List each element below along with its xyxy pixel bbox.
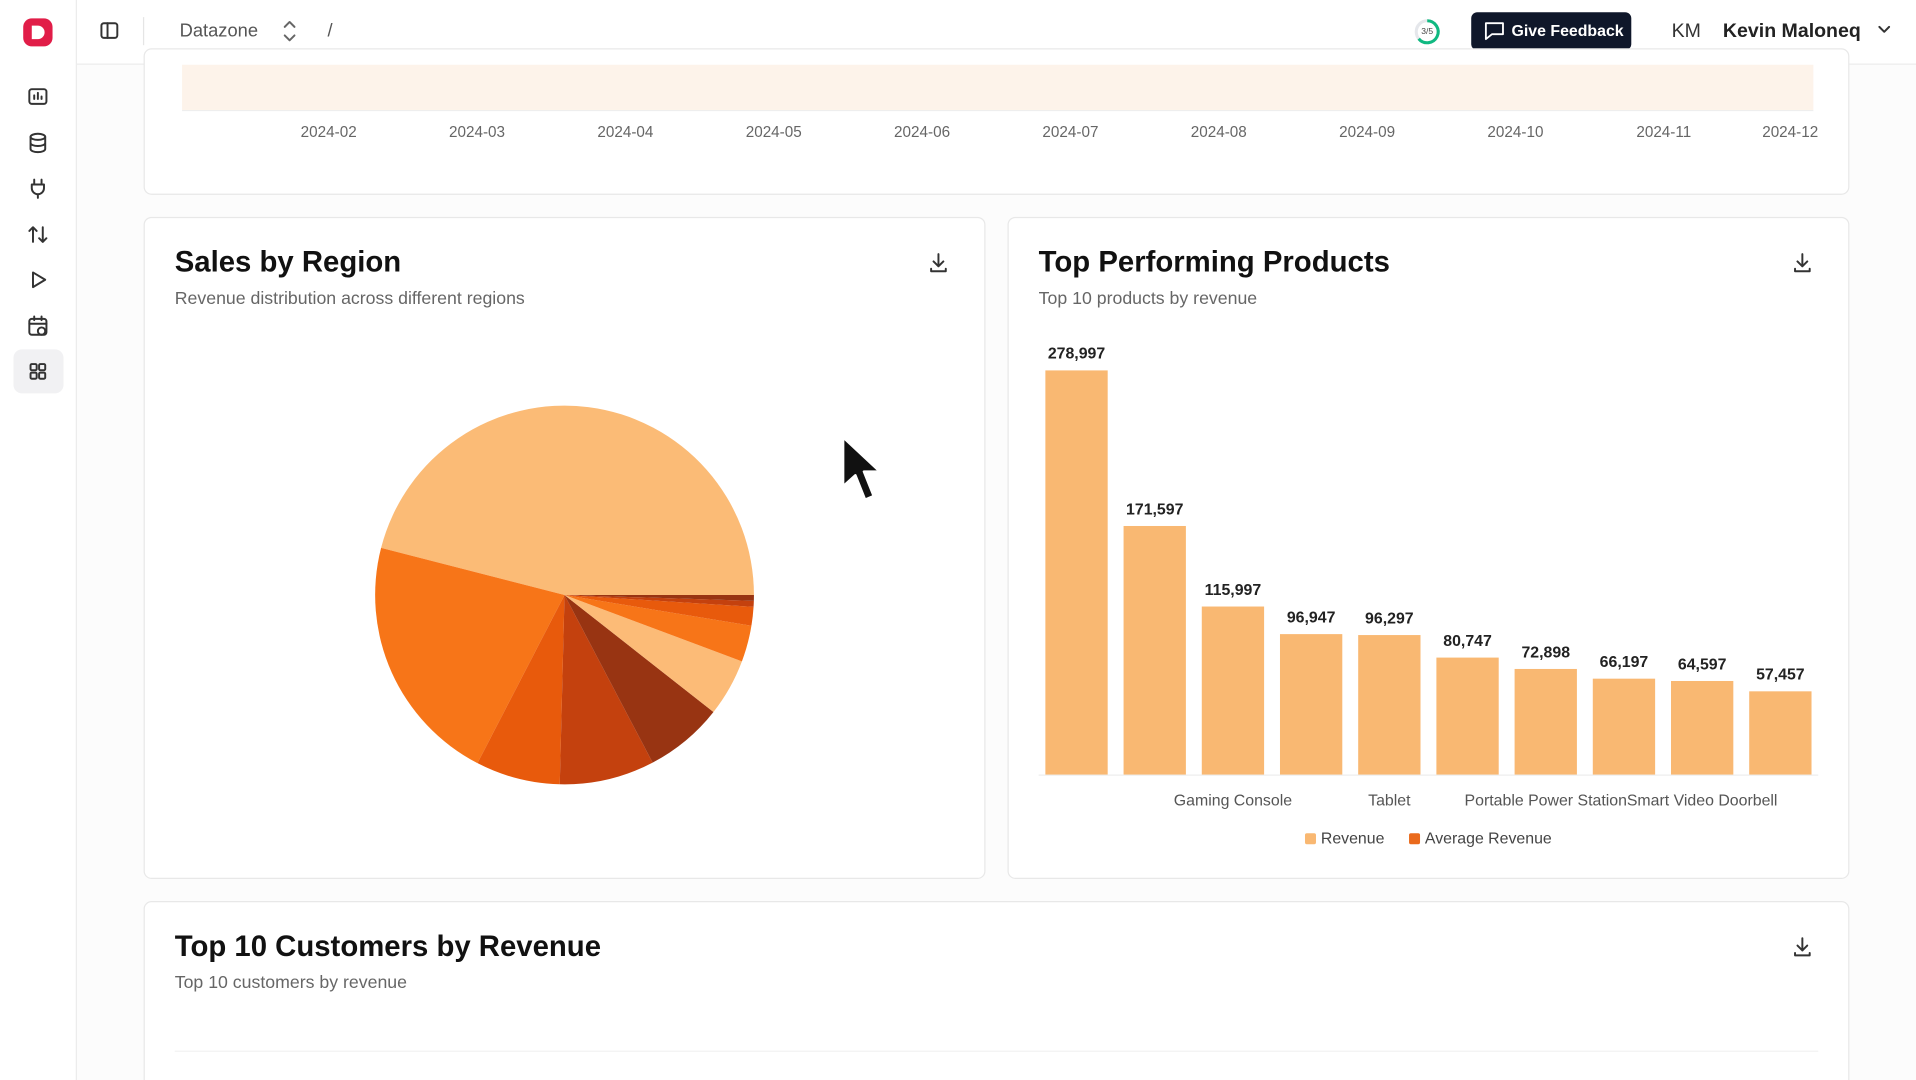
pie-slice (564, 594, 754, 601)
sidebar (0, 0, 76, 1080)
download-button[interactable] (1794, 937, 1811, 957)
pie-slice (564, 594, 752, 662)
nav-run[interactable] (32, 271, 47, 289)
pie-slice (559, 594, 653, 785)
progress-ring (1417, 19, 1440, 45)
x-tick-label: 2024-10 (1487, 124, 1543, 141)
logo-mark (31, 25, 45, 40)
bar (1358, 635, 1421, 775)
pie-slice (477, 594, 565, 785)
user-initials[interactable]: KM (1672, 20, 1701, 42)
bar (1123, 525, 1186, 775)
x-tick-label: 2024-06 (894, 124, 950, 141)
data-label: 57,457 (1756, 667, 1805, 684)
workspace-name[interactable]: Datazone (180, 20, 258, 41)
customers-card (143, 901, 1850, 1080)
card-title: Top Performing Products (1039, 246, 1390, 279)
card-subtitle: Top 10 products by revenue (1039, 288, 1258, 308)
nav-connections[interactable] (30, 178, 45, 199)
x-tick-label: Portable Power Station (1465, 793, 1627, 810)
card-title: Sales by Region (175, 246, 401, 279)
bar (1436, 657, 1499, 775)
bar (1592, 678, 1656, 775)
x-tick-label: 2024-05 (746, 124, 802, 141)
download-button[interactable] (1794, 253, 1811, 273)
pie-slice (564, 594, 714, 763)
x-tick-label: 2024-12 (1762, 124, 1818, 141)
nav-schedule[interactable] (28, 315, 48, 336)
nav-dashboard[interactable] (28, 88, 48, 105)
user-name[interactable]: Kevin Maloneq (1723, 20, 1861, 42)
legend-label: Revenue (1321, 830, 1385, 847)
data-label: 171,597 (1126, 501, 1184, 518)
sidebar-toggle[interactable] (100, 22, 119, 39)
user-menu-chevron[interactable] (1878, 25, 1891, 33)
x-tick-label: 2024-07 (1042, 124, 1098, 141)
data-label: 66,197 (1600, 654, 1649, 671)
bar (1201, 606, 1265, 775)
nav-database[interactable] (29, 132, 47, 154)
pie-slice (375, 547, 565, 764)
data-label: 80,747 (1443, 633, 1492, 650)
x-tick-label: Tablet (1368, 793, 1411, 810)
card-subtitle: Revenue distribution across different re… (175, 288, 525, 308)
feedback-button[interactable] (1471, 12, 1632, 51)
pie-slice (564, 594, 742, 712)
bar (1279, 634, 1343, 775)
x-tick-label: 2024-02 (301, 124, 357, 141)
bar (1045, 370, 1108, 775)
x-tick-label: 2024-04 (597, 124, 654, 141)
data-label: 96,297 (1365, 610, 1414, 627)
bar (1514, 668, 1577, 775)
legend-swatch (1304, 833, 1316, 845)
data-label: 115,997 (1205, 582, 1262, 599)
x-tick-label: 2024-03 (449, 124, 505, 141)
card-subtitle: Top 10 customers by revenue (175, 972, 407, 992)
data-label: 96,947 (1287, 609, 1336, 626)
nav-transfers[interactable] (28, 226, 48, 243)
bar (1671, 680, 1734, 775)
data-label: 72,898 (1521, 644, 1570, 661)
card-title: Top 10 Customers by Revenue (175, 930, 601, 963)
workspace-switch[interactable] (283, 21, 296, 42)
x-tick-label: Smart Video Doorbell (1627, 793, 1778, 810)
download-button[interactable] (930, 253, 947, 273)
legend-label: Average Revenue (1425, 830, 1552, 847)
feedback-icon (1484, 22, 1504, 41)
pie-slice (381, 405, 754, 595)
mouse-cursor (841, 436, 882, 501)
progress-text: 3/5 (1421, 26, 1433, 36)
bar (1749, 691, 1812, 775)
data-label: 64,597 (1678, 656, 1727, 673)
feedback-label[interactable]: Give Feedback (1512, 23, 1624, 40)
x-tick-label: 2024-09 (1339, 124, 1395, 141)
pie-slice (564, 594, 754, 626)
trend-area (182, 64, 1814, 110)
x-tick-label: Gaming Console (1174, 793, 1292, 810)
x-tick-label: 2024-08 (1191, 124, 1247, 141)
x-tick-label: 2024-11 (1636, 124, 1691, 141)
pie-slice (564, 594, 754, 607)
data-label: 278,997 (1048, 346, 1106, 363)
breadcrumb-separator: / (327, 20, 333, 41)
charts: 2024-02 2024-03 2024-04 2024-05 2024-06 2024-… (301, 124, 1819, 847)
nav-active-bg (13, 349, 64, 394)
nav-apps[interactable] (29, 363, 47, 380)
legend-swatch (1409, 833, 1421, 845)
